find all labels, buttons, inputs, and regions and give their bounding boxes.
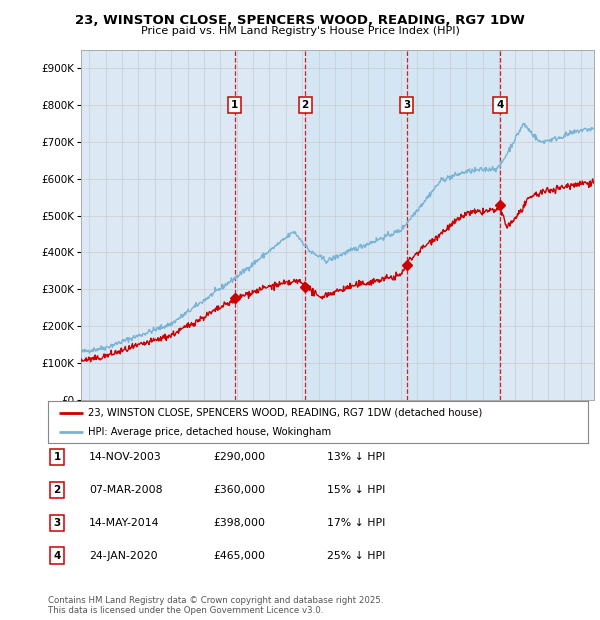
Text: 4: 4 [53,551,61,560]
Text: 1: 1 [231,100,238,110]
Text: Price paid vs. HM Land Registry's House Price Index (HPI): Price paid vs. HM Land Registry's House … [140,26,460,36]
Text: 2: 2 [302,100,309,110]
Text: 14-MAY-2014: 14-MAY-2014 [89,518,160,528]
Text: 3: 3 [403,100,410,110]
Text: 4: 4 [496,100,504,110]
Text: 15% ↓ HPI: 15% ↓ HPI [327,485,385,495]
Text: 24-JAN-2020: 24-JAN-2020 [89,551,157,560]
Text: 23, WINSTON CLOSE, SPENCERS WOOD, READING, RG7 1DW (detached house): 23, WINSTON CLOSE, SPENCERS WOOD, READIN… [89,407,483,417]
Text: 13% ↓ HPI: 13% ↓ HPI [327,452,385,462]
Text: 14-NOV-2003: 14-NOV-2003 [89,452,161,462]
Text: HPI: Average price, detached house, Wokingham: HPI: Average price, detached house, Woki… [89,427,332,437]
Text: 23, WINSTON CLOSE, SPENCERS WOOD, READING, RG7 1DW: 23, WINSTON CLOSE, SPENCERS WOOD, READIN… [75,14,525,27]
Text: 2: 2 [53,485,61,495]
Text: £465,000: £465,000 [213,551,265,560]
Text: 07-MAR-2008: 07-MAR-2008 [89,485,162,495]
Text: £360,000: £360,000 [213,485,265,495]
Text: £398,000: £398,000 [213,518,265,528]
Text: 17% ↓ HPI: 17% ↓ HPI [327,518,385,528]
Text: Contains HM Land Registry data © Crown copyright and database right 2025.
This d: Contains HM Land Registry data © Crown c… [48,596,383,615]
Text: 25% ↓ HPI: 25% ↓ HPI [327,551,385,560]
Text: £290,000: £290,000 [213,452,265,462]
Bar [305,50,500,400]
Text: 1: 1 [53,452,61,462]
Text: 3: 3 [53,518,61,528]
